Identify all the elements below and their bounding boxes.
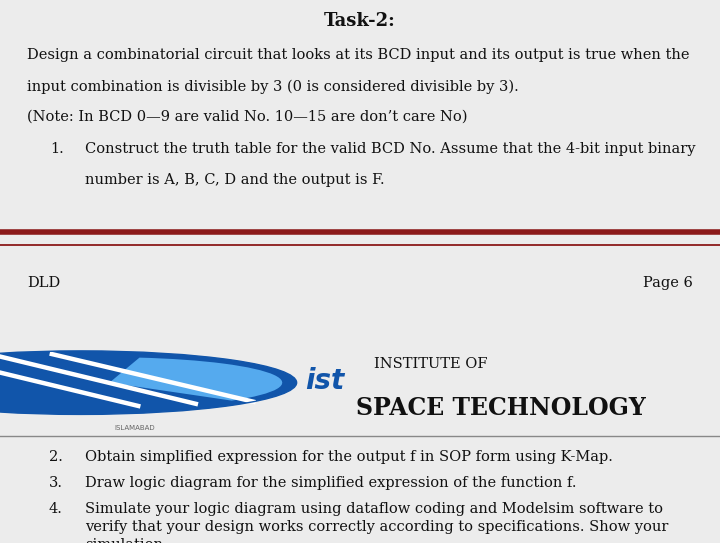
Text: Simulate your logic diagram using dataflow coding and Modelsim software to: Simulate your logic diagram using datafl… — [85, 502, 663, 516]
Text: verify that your design works correctly according to specifications. Show your: verify that your design works correctly … — [85, 520, 668, 534]
Text: INSTITUTE OF: INSTITUTE OF — [374, 357, 488, 370]
Wedge shape — [109, 358, 282, 401]
Text: 4.: 4. — [49, 502, 63, 516]
Text: (Note: In BCD 0—9 are valid No. 10—15 are don’t care No): (Note: In BCD 0—9 are valid No. 10—15 ar… — [27, 110, 468, 124]
Text: DLD: DLD — [27, 275, 60, 289]
Text: 2.: 2. — [49, 450, 63, 464]
Text: simulation.: simulation. — [85, 538, 168, 543]
Text: Page 6: Page 6 — [643, 275, 693, 289]
Text: Construct the truth table for the valid BCD No. Assume that the 4-bit input bina: Construct the truth table for the valid … — [85, 142, 696, 156]
Text: SPACE TECHNOLOGY: SPACE TECHNOLOGY — [356, 396, 646, 420]
Text: Task-2:: Task-2: — [324, 12, 396, 30]
Text: ist: ist — [305, 367, 345, 395]
Text: number is A, B, C, D and the output is F.: number is A, B, C, D and the output is F… — [85, 173, 384, 187]
Text: 1.: 1. — [50, 142, 64, 156]
Circle shape — [0, 351, 297, 414]
Text: ISLAMABAD: ISLAMABAD — [114, 425, 155, 431]
Text: Obtain simplified expression for the output f in SOP form using K-Map.: Obtain simplified expression for the out… — [85, 450, 613, 464]
Text: Design a combinatorial circuit that looks at its BCD input and its output is tru: Design a combinatorial circuit that look… — [27, 48, 690, 62]
Text: input combination is divisible by 3 (0 is considered divisible by 3).: input combination is divisible by 3 (0 i… — [27, 79, 519, 93]
Text: 3.: 3. — [49, 476, 63, 490]
Text: Draw logic diagram for the simplified expression of the function f.: Draw logic diagram for the simplified ex… — [85, 476, 577, 490]
